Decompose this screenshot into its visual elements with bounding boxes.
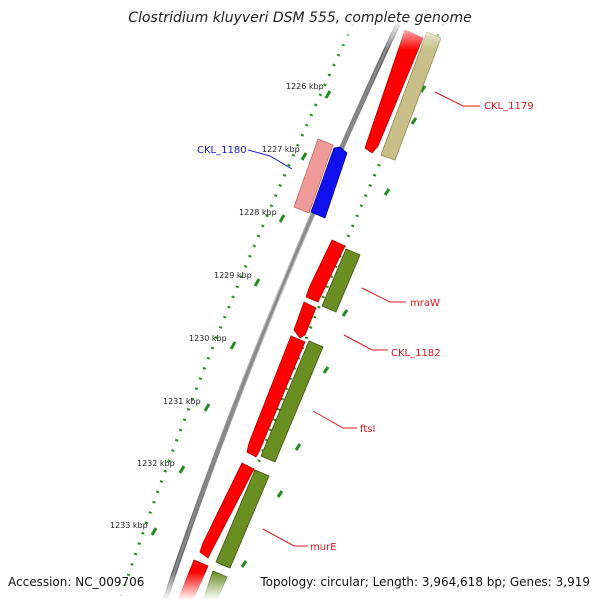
gene-label-ckl-1179[interactable]: CKL_1179 <box>484 101 534 112</box>
cds-ckl-1182[interactable] <box>293 301 317 339</box>
genome-backbone-core <box>163 23 400 600</box>
map-title: Clostridium kluyveri DSM 555, complete g… <box>128 10 471 26</box>
gene-labels: CKL_1179 CKL_1180 mraW CKL_1182 ftsI mur… <box>197 101 534 553</box>
bottom-fade <box>100 572 250 600</box>
gene-mure[interactable] <box>215 469 270 569</box>
top-fade <box>330 20 460 50</box>
tick-label-1229: 1229 kbp <box>214 271 252 280</box>
cds-mraw[interactable] <box>305 239 346 303</box>
accession-text: Accession: NC_009706 <box>8 575 144 589</box>
tick-labels: 1226 kbp 1227 kbp 1228 kbp 1229 kbp 1230… <box>110 82 324 530</box>
cds-ckl-1180-highlight[interactable] <box>310 146 348 219</box>
tick-label-1232: 1232 kbp <box>137 459 175 468</box>
gene-ftsi[interactable] <box>260 340 324 463</box>
tick-label-1233: 1233 kbp <box>110 521 148 530</box>
gene-label-ckl-1182[interactable]: CKL_1182 <box>391 348 441 359</box>
inner-track-dashes <box>240 85 427 568</box>
gene-label-mraw[interactable]: mraW <box>410 298 440 309</box>
leader-lines <box>247 91 480 547</box>
genome-summary-text: Topology: circular; Length: 3,964,618 bp… <box>259 575 590 589</box>
tick-label-1226: 1226 kbp <box>286 82 324 91</box>
tick-label-1231: 1231 kbp <box>163 397 201 406</box>
gene-mraw[interactable] <box>321 248 361 313</box>
gene-features <box>202 31 442 600</box>
gene-label-ftsi[interactable]: ftsI <box>360 424 375 435</box>
outer-dotted-track <box>118 23 355 600</box>
tick-label-1228: 1228 kbp <box>239 208 277 217</box>
genome-backbone <box>162 22 401 600</box>
tick-label-1227: 1227 kbp <box>262 145 300 154</box>
gene-label-ckl-1180[interactable]: CKL_1180 <box>197 145 247 156</box>
cds-ftsi[interactable] <box>246 335 306 458</box>
gene-label-mure[interactable]: murE <box>310 542 337 553</box>
scale-ticks <box>150 90 332 536</box>
tick-label-1230: 1230 kbp <box>189 334 227 343</box>
cds-features <box>177 29 424 600</box>
cds-mure[interactable] <box>199 462 255 559</box>
cds-ckl-1180-outer[interactable] <box>293 138 334 214</box>
